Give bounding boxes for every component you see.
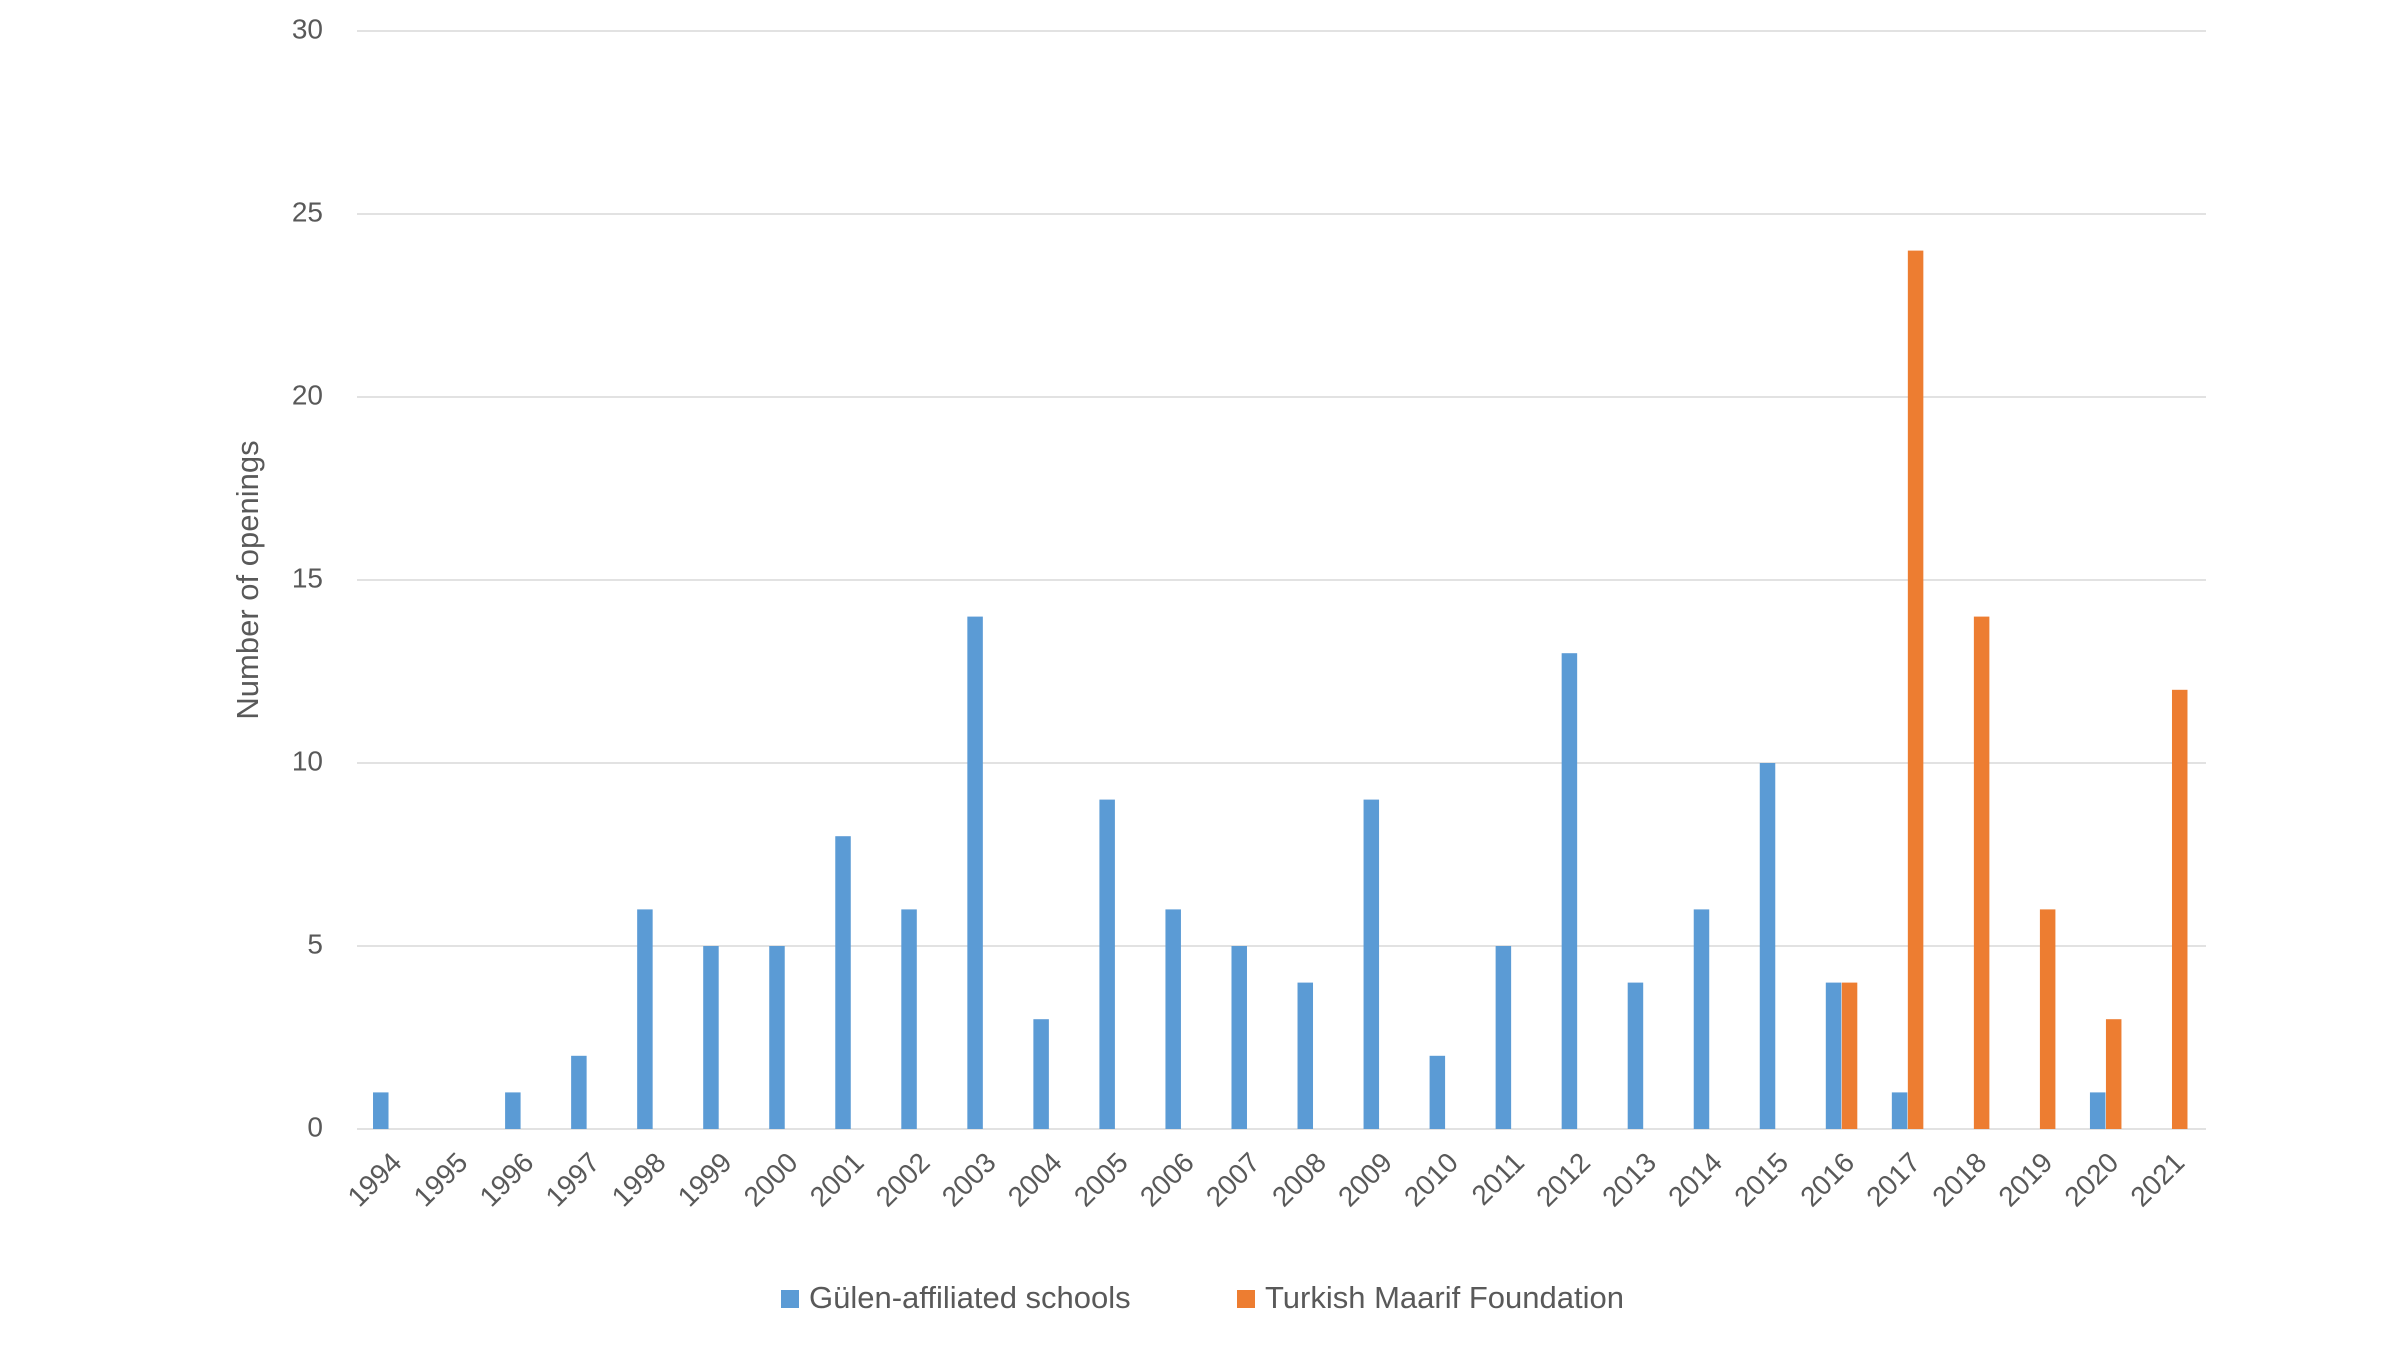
bar: [1891, 1092, 1908, 1129]
bar: [1099, 799, 1115, 1129]
bar: [637, 909, 653, 1129]
bar: [1165, 909, 1181, 1129]
x-tick-label: 2002: [870, 1147, 936, 1213]
x-tick-label: 1995: [408, 1147, 474, 1213]
bar: [2089, 1092, 2106, 1129]
x-tick-label: 2019: [1992, 1147, 2058, 1213]
bar: [1495, 946, 1512, 1129]
bar: [1561, 653, 1578, 1129]
x-tick-label: 2013: [1596, 1147, 1662, 1213]
x-tick-label: 2021: [2124, 1147, 2190, 1213]
y-tick-label: 25: [292, 196, 323, 227]
bar: [901, 909, 917, 1129]
y-tick-label: 15: [292, 562, 323, 593]
bar: [2171, 689, 2188, 1129]
bar: [703, 946, 719, 1129]
x-tick-label: 2020: [2058, 1147, 2124, 1213]
legend-swatch: [781, 1290, 799, 1308]
x-tick-label: 2014: [1662, 1147, 1728, 1213]
x-tick-label: 1997: [540, 1147, 606, 1213]
x-tick-label: 2017: [1860, 1147, 1926, 1213]
bar: [1825, 982, 1842, 1129]
bar: [1231, 946, 1247, 1129]
y-tick-label: 30: [292, 13, 323, 44]
x-tick-label: 2004: [1002, 1147, 1068, 1213]
bar: [769, 946, 785, 1129]
x-tick-label: 2007: [1200, 1147, 1266, 1213]
bar: [1429, 1055, 1446, 1129]
x-tick-label: 2003: [936, 1147, 1002, 1213]
x-tick-label: 2000: [738, 1147, 804, 1213]
x-tick-label: 1998: [606, 1147, 672, 1213]
y-tick-label: 5: [307, 928, 323, 959]
x-tick-label: 1994: [342, 1147, 408, 1213]
x-tick-label: 1999: [672, 1147, 738, 1213]
bar: [2039, 909, 2056, 1129]
legend-label: Turkish Maarif Foundation: [1265, 1280, 1624, 1315]
bar: [1907, 250, 1924, 1130]
bar: [373, 1092, 389, 1129]
bar: [1693, 909, 1710, 1129]
bar: [1033, 1019, 1049, 1129]
bar: [1841, 982, 1858, 1129]
x-tick-label: 2009: [1332, 1147, 1398, 1213]
y-tick-label: 10: [292, 745, 323, 776]
bar: [967, 616, 983, 1129]
y-axis-label: Number of openings: [230, 440, 265, 719]
y-tick-label: 0: [307, 1111, 323, 1142]
x-tick-label: 2012: [1530, 1147, 1596, 1213]
bar: [2105, 1019, 2122, 1129]
bar: [1973, 616, 1990, 1129]
bar: [1627, 982, 1644, 1129]
x-tick-label: 2015: [1728, 1147, 1794, 1213]
bar: [1363, 799, 1380, 1129]
x-tick-label: 2010: [1398, 1147, 1464, 1213]
bar: [505, 1092, 521, 1129]
legend-label: Gülen-affiliated schools: [809, 1280, 1131, 1315]
x-tick-label: 2011: [1466, 1147, 1531, 1212]
x-tick-label: 2005: [1068, 1147, 1134, 1213]
x-tick-label: 2001: [804, 1147, 870, 1213]
x-tick-label: 2016: [1794, 1147, 1860, 1213]
bar: [1297, 982, 1314, 1129]
bar: [1759, 763, 1776, 1129]
x-tick-label: 2006: [1134, 1147, 1200, 1213]
bar: [571, 1055, 587, 1129]
y-tick-label: 20: [292, 379, 323, 410]
bar: [835, 836, 851, 1129]
x-tick-label: 2008: [1266, 1147, 1332, 1213]
x-tick-label: 1996: [474, 1147, 540, 1213]
legend-swatch: [1237, 1290, 1255, 1308]
x-tick-label: 2018: [1926, 1147, 1992, 1213]
